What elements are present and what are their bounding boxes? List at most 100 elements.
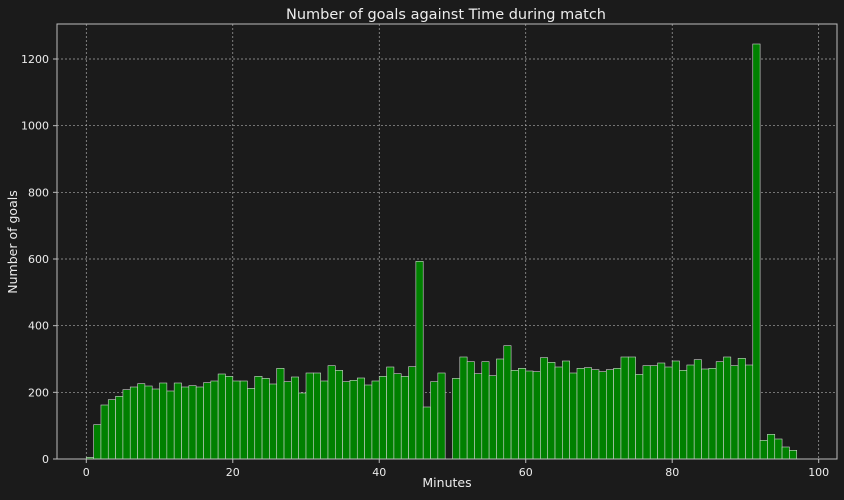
histogram-bar [591,369,600,460]
x-tick-label: 0 [83,466,90,479]
histogram-bar [723,356,732,460]
histogram-bar [496,358,505,460]
histogram-bar [584,367,592,460]
x-tick-label: 40 [372,466,386,479]
histogram-bar [547,362,556,460]
histogram-bar [605,369,614,460]
histogram-bar [122,389,131,460]
histogram-bar [620,356,629,460]
histogram-bar [144,385,153,460]
histogram-bar [386,366,395,460]
y-tick-label: 200 [28,386,49,399]
histogram-bar [569,372,578,460]
histogram-bar [254,376,263,460]
histogram-bar [415,261,424,460]
histogram-bar [137,383,146,460]
histogram-bar [459,356,468,460]
histogram-bar [745,364,754,460]
histogram-bar [217,373,226,460]
histogram-bar [107,399,116,460]
histogram-bar [562,360,570,460]
histogram-bar [627,356,636,460]
x-tick-label: 60 [519,466,533,479]
histogram-bar [701,368,710,460]
histogram-bar [767,434,776,460]
histogram-bar [239,380,248,460]
histogram-bar [203,382,212,460]
y-tick-label: 800 [28,186,49,199]
y-tick-label: 1200 [21,53,49,66]
x-tick-label: 20 [226,466,240,479]
histogram-bar [715,361,724,460]
histogram-bar [781,446,790,460]
histogram-bar [789,450,798,460]
histogram-bar [540,357,549,460]
y-tick-label: 600 [28,253,49,266]
histogram-bar [752,43,761,460]
histogram-bar [305,372,314,460]
histogram-bar [269,383,278,460]
histogram-bar [400,376,409,460]
bars [85,43,798,460]
histogram-bar [671,360,680,460]
histogram-bar [510,370,519,460]
histogram-bar [686,364,695,460]
histogram-bar [422,406,431,460]
histogram-bar [291,376,299,460]
histogram-bar [679,370,688,460]
y-axis-label: Number of goals [5,190,20,293]
histogram-bar [93,424,102,460]
histogram-bar [115,396,124,460]
histogram-bar [393,373,402,460]
histogram-bar [210,380,219,460]
histogram-bar [525,370,534,460]
histogram-bar [335,370,343,460]
histogram-bar [657,362,666,460]
histogram-bar [576,368,585,460]
histogram-bar [225,376,234,460]
histogram-bar [518,368,527,460]
histogram-bar [320,380,329,460]
histogram-bar [327,365,336,460]
histogram-bar [532,371,541,460]
x-axis-label: Minutes [422,475,471,490]
histogram-bar [466,361,475,460]
histogram-bar [481,361,490,460]
y-tick-label: 0 [42,453,49,466]
y-tick-label: 1000 [21,120,49,133]
histogram-bar [598,371,607,460]
histogram-bar [474,373,483,460]
histogram-bar [349,380,358,460]
histogram-bar [774,438,783,460]
histogram-bar [232,380,241,460]
histogram-bar [364,384,373,460]
x-tick-label: 100 [808,466,829,479]
histogram-bar [261,378,270,460]
histogram-bar [503,345,512,460]
chart-title: Number of goals against Time during matc… [286,7,606,23]
histogram-bar [173,382,182,460]
histogram-bar [166,390,175,460]
histogram-bar [730,365,739,460]
histogram-bar [283,381,292,460]
histogram-bar [759,440,768,460]
histogram-bar [693,359,702,460]
histogram-bar [378,376,387,460]
histogram-bar [188,385,197,460]
histogram-bar [371,380,380,460]
histogram-bar [649,365,658,460]
histogram-bar [708,368,717,460]
histogram-bar [554,366,563,460]
histogram-bar [298,392,307,460]
histogram-bar [437,372,446,460]
histogram-bar [635,374,644,460]
histogram-bar [642,365,651,460]
histogram-bar [613,368,622,460]
histogram-bar [356,377,365,460]
histogram-bar [737,358,746,460]
histogram-bar [247,388,256,460]
histogram-bar [664,366,673,460]
